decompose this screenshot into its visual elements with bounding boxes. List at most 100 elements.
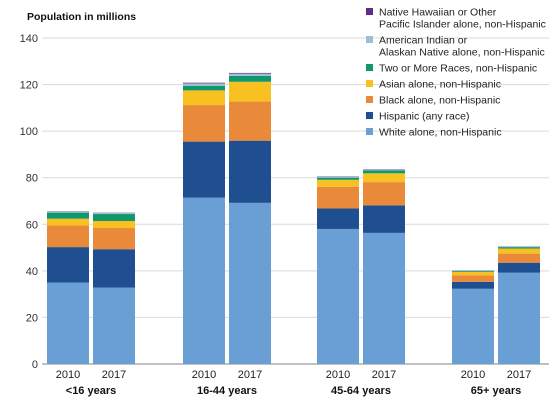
- legend-entry: Asian alone, non-Hispanic: [366, 79, 501, 91]
- x-tick-label: 2010: [326, 369, 350, 381]
- bar-segment: [183, 83, 225, 86]
- bar-segment: [183, 141, 225, 198]
- bar-stack: [183, 82, 225, 364]
- bar-segment: [47, 247, 89, 283]
- bar-segment: [93, 221, 135, 229]
- legend-label: American Indian or: [379, 35, 468, 47]
- bar-segment: [317, 208, 359, 229]
- bar-segment: [363, 173, 405, 183]
- bar-stack: [317, 176, 359, 364]
- bar-segment: [183, 85, 225, 91]
- bar-segment: [183, 82, 225, 84]
- legend-swatch: [366, 128, 373, 135]
- legend-label: Hispanic (any race): [379, 111, 469, 123]
- bar-segment: [363, 169, 405, 171]
- x-tick-label: 2010: [461, 369, 485, 381]
- y-tick-label: 40: [26, 266, 38, 278]
- bar-segment: [229, 140, 271, 203]
- bar-segment: [363, 170, 405, 174]
- bar-segment: [47, 211, 89, 213]
- bar-segment: [452, 271, 494, 276]
- bar-segment: [498, 248, 540, 254]
- bar-stack: [363, 169, 405, 364]
- bar-segment: [229, 202, 271, 364]
- bar-segment: [47, 218, 89, 226]
- bar-segment: [317, 176, 359, 178]
- bar-segment: [229, 72, 271, 74]
- y-tick-label: 140: [20, 33, 38, 45]
- legend-swatch: [366, 80, 373, 87]
- bar-stack: [93, 212, 135, 364]
- legend-swatch: [366, 64, 373, 71]
- legend-swatch: [366, 36, 373, 43]
- group-label: <16 years: [66, 385, 116, 397]
- bar-segment: [452, 275, 494, 282]
- y-tick-label: 60: [26, 219, 38, 231]
- group-label: 16-44 years: [197, 385, 257, 397]
- x-tick-label: 2017: [238, 369, 262, 381]
- bar-segment: [93, 214, 135, 222]
- bar-stack: [452, 270, 494, 364]
- y-tick-label: 80: [26, 173, 38, 185]
- legend-label: Pacific Islander alone, non-Hispanic: [379, 19, 546, 31]
- bar-segment: [93, 249, 135, 288]
- legend-entry: White alone, non-Hispanic: [366, 127, 502, 139]
- x-tick-label: 2017: [102, 369, 126, 381]
- x-tick-label: 2010: [56, 369, 80, 381]
- bar-segment: [229, 81, 271, 102]
- legend-entry: Hispanic (any race): [366, 111, 469, 123]
- bar-segment: [498, 246, 540, 248]
- y-axis-label: Population in millions: [27, 11, 136, 23]
- legend-swatch: [366, 96, 373, 103]
- bar-segment: [229, 101, 271, 141]
- bar-segment: [183, 105, 225, 142]
- bar-stack: [47, 211, 89, 364]
- bar-segment: [498, 247, 540, 249]
- y-tick-label: 100: [20, 126, 38, 138]
- bar-segment: [47, 282, 89, 364]
- y-tick-label: 0: [32, 359, 38, 371]
- bar-segment: [93, 212, 135, 215]
- bar-segment: [317, 186, 359, 209]
- bar-segment: [452, 288, 494, 364]
- y-tick-label: 120: [20, 80, 38, 92]
- bar-segment: [47, 225, 89, 248]
- bar-segment: [183, 197, 225, 364]
- bar-segment: [229, 75, 271, 82]
- bar-segment: [498, 272, 540, 364]
- x-tick-label: 2017: [507, 369, 531, 381]
- legend-label: Alaskan Native alone, non-Hispanic: [379, 47, 545, 59]
- legend-label: White alone, non-Hispanic: [379, 127, 502, 139]
- bar-segment: [452, 270, 494, 272]
- bar-segment: [498, 253, 540, 263]
- bar-stack: [229, 72, 271, 364]
- bar-segment: [452, 281, 494, 289]
- bar-segment: [183, 90, 225, 106]
- bar-segment: [498, 262, 540, 273]
- bar-segment: [363, 232, 405, 364]
- legend-entry: Black alone, non-Hispanic: [366, 95, 500, 107]
- y-tick-label: 20: [26, 312, 38, 324]
- bar-segment: [363, 182, 405, 206]
- legend-label: Asian alone, non-Hispanic: [379, 79, 501, 91]
- legend-label: Two or More Races, non-Hispanic: [379, 63, 537, 75]
- legend-label: Native Hawaiian or Other: [379, 7, 497, 19]
- y-axis-ticks: 0 20 40 60 80 100 120 140: [20, 33, 38, 371]
- legend-entry: Two or More Races, non-Hispanic: [366, 63, 537, 75]
- group-label: 45-64 years: [331, 385, 391, 397]
- bar-segment: [317, 177, 359, 180]
- x-axis-labels: 2010 2017 <16 years 2010 2017 16-44 years 2010…: [56, 369, 531, 397]
- bar-segment: [93, 228, 135, 250]
- bar-segment: [363, 205, 405, 233]
- legend-label: Black alone, non-Hispanic: [379, 95, 500, 107]
- bars: [47, 72, 540, 364]
- bar-segment: [317, 179, 359, 187]
- legend-swatch: [366, 8, 373, 15]
- group-label: 65+ years: [471, 385, 521, 397]
- legend-swatch: [366, 112, 373, 119]
- bar-segment: [229, 73, 271, 76]
